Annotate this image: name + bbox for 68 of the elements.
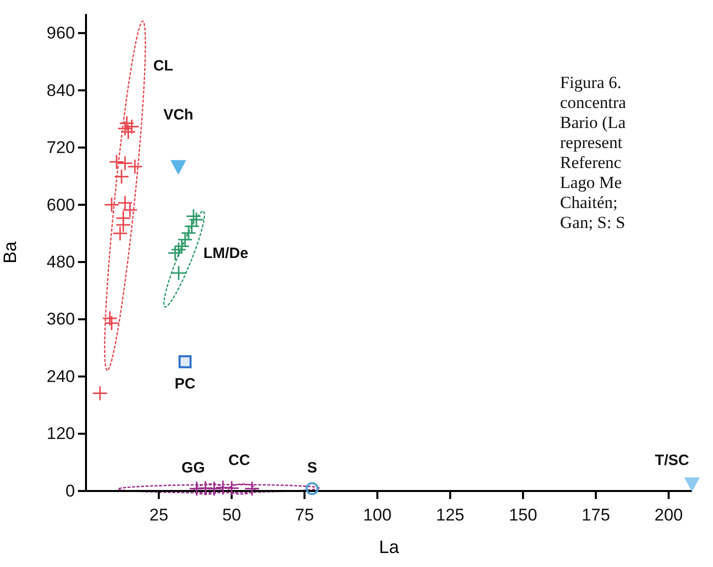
point (198, 480, 214, 496)
y-tick-label: 240 (46, 366, 75, 386)
annotation: Referenc (560, 153, 622, 172)
point (215, 480, 231, 496)
point (188, 480, 204, 496)
x-tick-label: 150 (508, 506, 538, 525)
point (120, 124, 136, 140)
point (178, 355, 192, 368)
point (170, 265, 186, 281)
point (186, 208, 202, 224)
y-tick-label: 120 (46, 424, 75, 444)
point (244, 480, 260, 496)
x-tick-label: 75 (295, 506, 314, 525)
x-tick-label: 125 (436, 506, 464, 525)
x-tick-label: 200 (654, 506, 683, 525)
point (102, 310, 118, 326)
point (170, 242, 186, 258)
annotation: represent (560, 133, 623, 152)
annotation: Chaitén; (560, 193, 618, 212)
y-tick-label: 840 (46, 80, 75, 100)
point (124, 118, 140, 134)
annotation: LM/De (203, 244, 248, 262)
y-tick-label: 480 (46, 252, 75, 272)
point (127, 158, 143, 174)
point (167, 245, 183, 261)
point (117, 120, 133, 136)
point (180, 225, 196, 241)
x-tick-label: 50 (222, 506, 242, 525)
x-axis-title: La (378, 537, 400, 557)
annotation: CL (153, 57, 174, 74)
point (104, 197, 120, 213)
point (177, 232, 193, 248)
point (224, 480, 240, 496)
point (306, 482, 319, 496)
annotation: Figura 6. (560, 73, 622, 92)
point (184, 218, 200, 234)
point (188, 212, 204, 228)
point (114, 168, 130, 184)
annotation: GG (182, 459, 205, 476)
point (206, 480, 222, 496)
point (684, 477, 700, 492)
annotation: Gan; S: S (560, 213, 626, 232)
y-tick-label: 0 (66, 481, 75, 500)
point (119, 115, 135, 131)
annotation: VCh (163, 106, 194, 124)
annotation: PC (174, 375, 196, 392)
x-tick-label: 100 (363, 506, 392, 525)
y-tick-label: 360 (46, 310, 75, 329)
y-tick-label: 600 (46, 195, 75, 214)
annotation: CC (228, 452, 250, 470)
annotation: Bario (La (560, 113, 626, 132)
y-tick-label: 720 (46, 138, 75, 157)
y-tick-label: 960 (46, 24, 75, 43)
point (117, 156, 133, 172)
annotation: Lago Me (560, 173, 622, 192)
point (104, 315, 120, 331)
annotation: S (307, 459, 318, 476)
x-tick-label: 25 (149, 506, 168, 525)
y-axis-title: Ba (0, 240, 20, 264)
point (116, 217, 132, 233)
x-tick-label: 175 (582, 506, 610, 525)
point (108, 154, 124, 170)
point (174, 238, 190, 254)
point (112, 226, 128, 242)
annotation: T/SC (654, 452, 690, 470)
annotation: concentra (560, 93, 627, 112)
point (92, 385, 108, 401)
point (170, 160, 186, 174)
